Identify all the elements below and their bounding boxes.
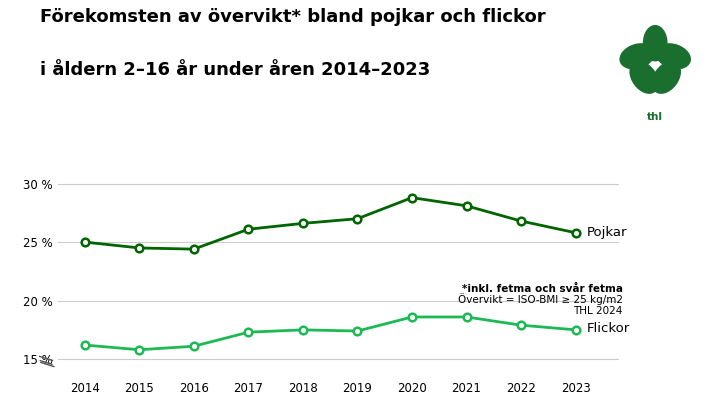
- Text: Förekomsten av övervikt* bland pojkar och flickor: Förekomsten av övervikt* bland pojkar oc…: [40, 8, 545, 26]
- Text: *inkl. fetma och svår fetma: *inkl. fetma och svår fetma: [462, 284, 623, 294]
- Text: Flickor: Flickor: [587, 322, 630, 335]
- Ellipse shape: [620, 44, 654, 68]
- Text: i åldern 2–16 år under åren 2014–2023: i åldern 2–16 år under åren 2014–2023: [40, 61, 430, 79]
- Text: Pojkar: Pojkar: [587, 226, 627, 239]
- Text: THL 2024: THL 2024: [573, 306, 623, 316]
- Ellipse shape: [644, 26, 667, 61]
- Text: Övervikt = ISO-BMI ≥ 25 kg/m2: Övervikt = ISO-BMI ≥ 25 kg/m2: [458, 293, 623, 305]
- Ellipse shape: [652, 62, 680, 93]
- Text: thl: thl: [647, 112, 663, 122]
- Ellipse shape: [656, 44, 690, 68]
- Ellipse shape: [630, 62, 658, 93]
